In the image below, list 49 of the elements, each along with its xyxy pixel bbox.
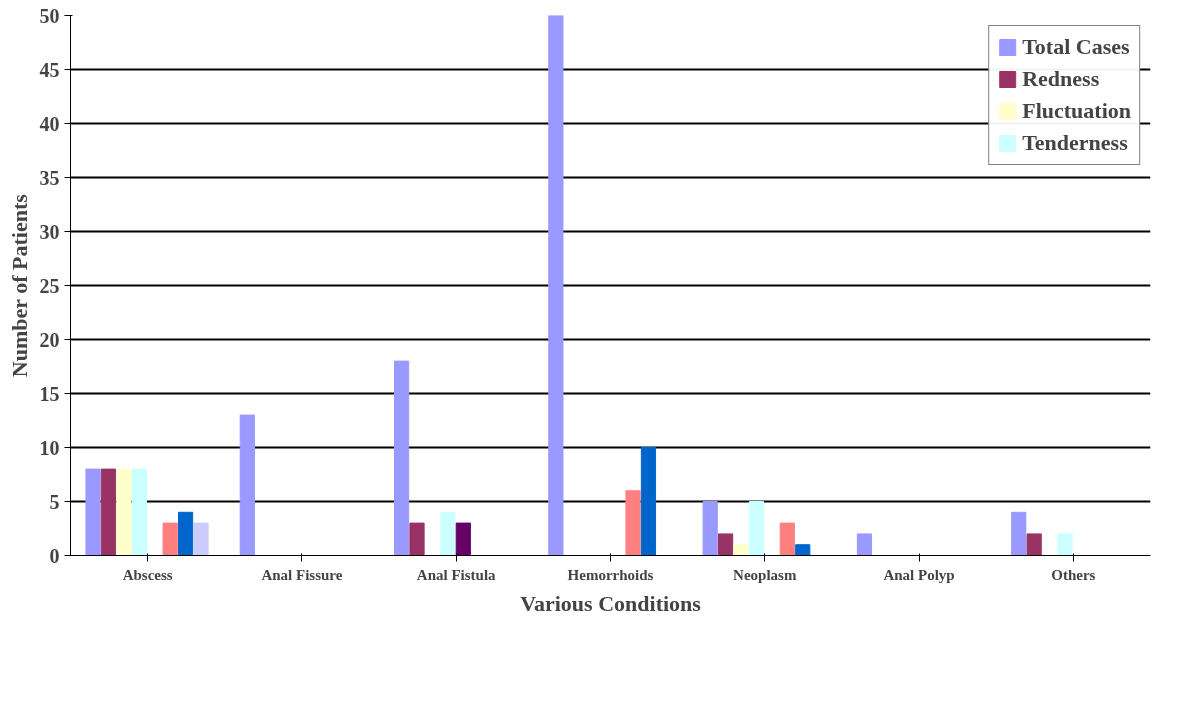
bar	[1057, 533, 1073, 556]
y-tick-label: 30	[39, 220, 60, 243]
x-tick-label: Anal Fistula	[416, 566, 497, 583]
bar	[856, 533, 873, 556]
y-tick-label: 5	[49, 490, 60, 513]
bar	[239, 414, 255, 556]
y-tick-label: 35	[39, 166, 60, 189]
bar	[779, 522, 795, 556]
x-tick-label: Others	[1051, 566, 1096, 583]
x-axis-title: Various Conditions	[520, 590, 702, 616]
x-tick-label: Hemorrhoids	[567, 566, 654, 583]
y-tick-label: 15	[39, 382, 60, 405]
y-tick-label: 10	[39, 436, 60, 459]
bar	[178, 511, 194, 556]
bar	[100, 468, 117, 556]
bar	[162, 522, 178, 556]
legend-label: Tenderness	[1022, 130, 1128, 156]
y-axis-title: Number of Patients	[6, 193, 32, 378]
legend-label: Fluctuation	[1022, 98, 1131, 124]
bar	[409, 522, 425, 556]
bar	[625, 490, 641, 556]
y-tick-label: 40	[39, 112, 60, 135]
bar	[702, 501, 718, 556]
y-tick-label: 20	[39, 328, 60, 351]
x-tick-label: Anal Fissure	[261, 566, 343, 583]
x-tick-label: Neoplasm	[733, 566, 797, 583]
bar	[131, 468, 147, 556]
y-tick-label: 0	[49, 544, 60, 567]
x-tick-label: Abscess	[122, 566, 173, 583]
bar	[85, 468, 101, 556]
bar	[718, 533, 734, 556]
y-tick-label: 45	[39, 58, 60, 81]
bar	[748, 501, 765, 556]
bar	[193, 522, 209, 556]
bar	[640, 447, 657, 556]
bar	[795, 544, 811, 556]
bar	[733, 544, 749, 556]
legend-label: Total Cases	[1022, 34, 1130, 60]
bar	[455, 522, 471, 556]
bar	[1011, 511, 1027, 556]
legend-label: Redness	[1022, 66, 1100, 92]
y-tick-label: 25	[39, 274, 60, 297]
bar	[548, 15, 564, 556]
bar	[116, 468, 132, 556]
y-tick-label: 50	[39, 4, 60, 27]
bar	[394, 360, 410, 556]
bar	[440, 511, 456, 556]
bar	[1026, 533, 1042, 556]
x-tick-label: Anal Polyp	[883, 566, 955, 583]
